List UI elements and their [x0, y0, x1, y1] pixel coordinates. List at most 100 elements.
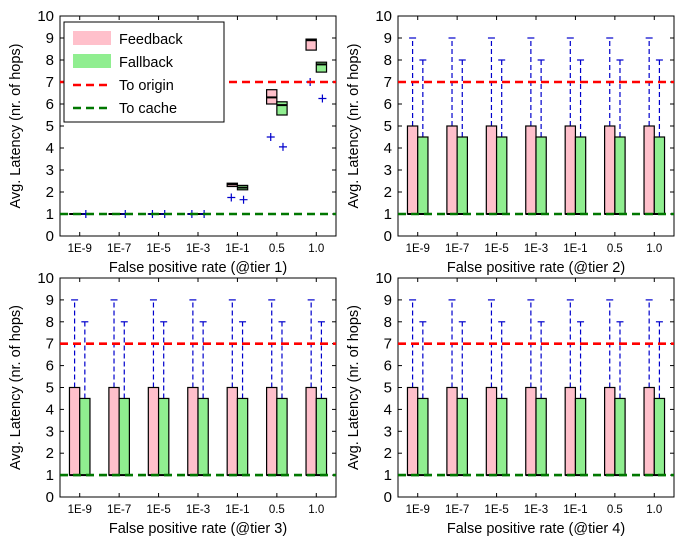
- fallback-legend-swatch: [73, 54, 111, 68]
- y-tick-label: 10: [37, 270, 54, 287]
- feedback-box: [266, 89, 278, 141]
- y-tick-label: 3: [46, 423, 54, 440]
- y-tick-label: 8: [384, 52, 392, 69]
- y-tick-label: 7: [384, 74, 392, 91]
- y-tick-label: 0: [384, 228, 392, 245]
- y-tick-label: 1: [46, 467, 54, 484]
- legend-label: Fallback: [119, 55, 174, 71]
- y-tick-label: 1: [384, 467, 392, 484]
- x-tick-label: 1E-7: [107, 504, 131, 516]
- y-tick-label: 10: [37, 8, 54, 25]
- y-axis-label: Avg. Latency (nr. of hops): [346, 44, 362, 209]
- box-body: [456, 136, 468, 215]
- x-tick-label: 1E-3: [186, 504, 210, 516]
- box-body: [315, 61, 328, 73]
- x-tick-label: 1E-7: [445, 504, 469, 516]
- box-body: [495, 136, 508, 215]
- y-tick-label: 6: [384, 96, 392, 113]
- x-tick-label: 1E-1: [225, 504, 249, 516]
- y-tick-label: 4: [46, 401, 54, 418]
- y-tick-label: 3: [384, 162, 392, 179]
- fallback-box: [495, 59, 508, 215]
- x-tick-label: 1E-3: [186, 243, 210, 255]
- x-tick-label: 0.5: [607, 504, 623, 516]
- x-tick-label: 1E-5: [484, 504, 508, 516]
- box-body: [485, 386, 498, 476]
- x-tick-label: 1.0: [646, 504, 662, 516]
- box-body: [495, 397, 508, 476]
- flier-marker: [278, 142, 287, 151]
- box-body: [108, 386, 120, 476]
- fallback-box: [157, 321, 170, 477]
- x-tick-label: 1E-9: [68, 504, 92, 516]
- y-tick-label: 0: [384, 489, 392, 506]
- box-body: [525, 125, 537, 215]
- box-body: [276, 397, 288, 476]
- flier-marker: [227, 193, 236, 202]
- feedback-box: [226, 182, 239, 202]
- fallback-box: [236, 184, 249, 204]
- box-body: [456, 397, 468, 476]
- y-tick-label: 5: [46, 118, 54, 135]
- subplot-tier-4: 0 1 2 3 4 5 6 7 8 9 10 1E-9 1E-7 1E-5 1E-3 1E-1 0.5 1.0 Fa…: [346, 270, 675, 537]
- feedback-box: [305, 38, 317, 86]
- box-body: [68, 386, 81, 476]
- fallback-box: [276, 101, 288, 151]
- x-tick-label: 1E-3: [524, 504, 548, 516]
- x-axis-label: False positive rate (@tier 4): [447, 521, 625, 537]
- y-tick-label: 5: [46, 380, 54, 397]
- y-tick-label: 10: [375, 8, 392, 25]
- box-body: [574, 136, 587, 215]
- y-tick-label: 9: [46, 292, 54, 309]
- box-body: [643, 125, 655, 215]
- box-body: [485, 125, 498, 215]
- flier-marker: [266, 133, 275, 141]
- fallback-box: [456, 59, 468, 215]
- legend-label: To origin: [119, 78, 174, 94]
- y-tick-label: 6: [46, 96, 54, 113]
- box-body: [564, 125, 577, 215]
- y-tick-label: 7: [384, 336, 392, 353]
- box-body: [564, 386, 577, 476]
- box-body: [147, 386, 160, 476]
- legend: Feedback Fallback To origin To cache: [63, 21, 225, 123]
- box-body: [525, 386, 537, 476]
- subplot-tier-2: 0 1 2 3 4 5 6 7 8 9 10 1E-9 1E-7 1E-5 1E-3 1E-1 0.5 1.0 Fa…: [346, 8, 675, 276]
- flier-marker: [318, 94, 327, 103]
- box-body: [118, 397, 130, 476]
- fallback-box: [315, 61, 328, 103]
- box-body: [574, 397, 587, 476]
- y-tick-label: 4: [384, 401, 392, 418]
- x-tick-label: 1E-1: [225, 243, 249, 255]
- box-body: [535, 136, 547, 215]
- y-axis-label: Avg. Latency (nr. of hops): [8, 44, 24, 209]
- box-body: [446, 386, 458, 476]
- y-tick-label: 5: [384, 380, 392, 397]
- y-tick-label: 8: [46, 314, 54, 331]
- x-axis-label: False positive rate (@tier 3): [109, 521, 287, 537]
- x-axis-label: False positive rate (@tier 2): [447, 260, 625, 276]
- x-tick-label: 1E-7: [107, 243, 131, 255]
- box-body: [236, 397, 249, 476]
- x-tick-label: 0.5: [269, 243, 285, 255]
- y-tick-label: 4: [384, 140, 392, 157]
- box-body: [614, 397, 626, 476]
- flier-marker: [239, 195, 248, 204]
- x-tick-label: 1.0: [308, 504, 324, 516]
- x-tick-label: 1E-5: [146, 504, 170, 516]
- y-tick-label: 2: [384, 445, 392, 462]
- y-tick-label: 4: [46, 140, 54, 157]
- x-tick-label: 1E-5: [484, 243, 508, 255]
- x-tick-label: 1E-9: [406, 243, 430, 255]
- x-tick-label: 1E-1: [563, 504, 587, 516]
- y-tick-label: 7: [46, 336, 54, 353]
- box-body: [604, 386, 616, 476]
- box-body: [406, 125, 419, 215]
- box-body: [446, 125, 458, 215]
- legend-label: To cache: [119, 101, 177, 117]
- subplot-tier-3: 0 1 2 3 4 5 6 7 8 9 10 1E-9 1E-7 1E-5 1E-3 1E-1 0.5 1.0 Fa…: [8, 270, 337, 537]
- box-body: [417, 136, 429, 215]
- x-axis-label: False positive rate (@tier 1): [109, 260, 287, 276]
- y-axis-label: Avg. Latency (nr. of hops): [346, 305, 362, 470]
- y-tick-label: 9: [384, 30, 392, 47]
